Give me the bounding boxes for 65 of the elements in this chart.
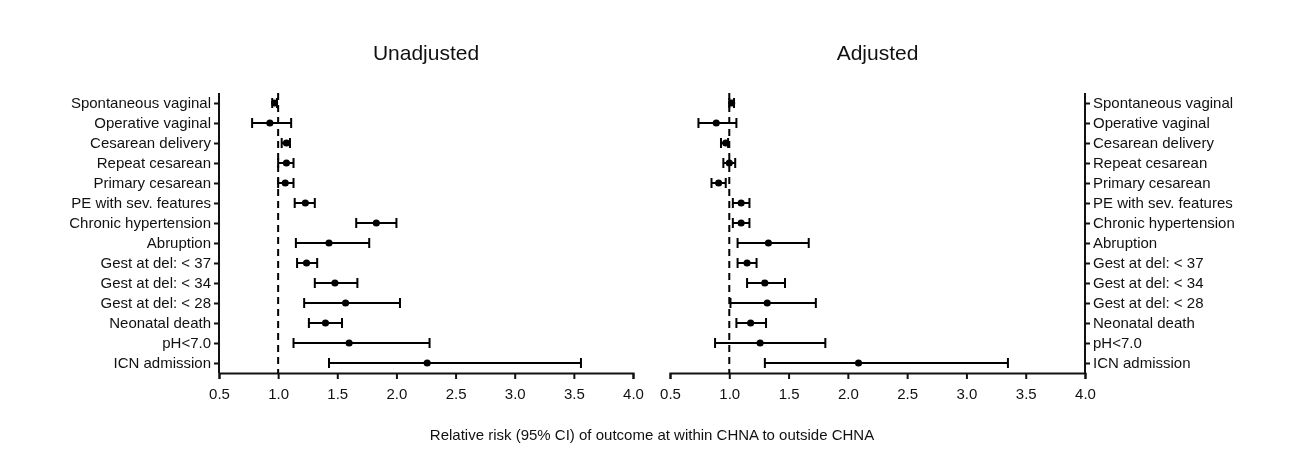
chart-title: Unadjusted	[372, 41, 480, 64]
x-tick-label: 3.5	[563, 384, 585, 402]
point	[747, 319, 755, 327]
x-tick-label: 1.5	[327, 384, 349, 402]
y-tick-label: Chronic hypertension	[69, 214, 211, 232]
y-tick-label: Gest at del: < 34	[1093, 274, 1204, 292]
point	[345, 339, 353, 347]
y-tick-label: PE with sev. features	[71, 194, 211, 212]
x-tick-label: 2.5	[897, 384, 919, 402]
x-tick-label: 1.5	[778, 384, 800, 402]
y-tick-label: pH<7.0	[1093, 334, 1142, 352]
y-tick-label: Spontaneous vaginal	[70, 94, 211, 112]
point	[423, 359, 431, 367]
y-tick-label: Spontaneous vaginal	[1093, 94, 1234, 112]
point	[761, 279, 769, 287]
point	[266, 119, 274, 127]
x-tick-label: 3.0	[956, 384, 978, 402]
y-tick-label: Operative vaginal	[94, 114, 211, 132]
y-tick-label: Neonatal death	[109, 314, 211, 332]
x-axis-title: Relative risk (95% CI) of outcome at within CHNA to outside CHNA	[429, 426, 875, 443]
point	[764, 239, 772, 247]
y-tick-label: Cesarean delivery	[1093, 134, 1215, 152]
point	[321, 319, 330, 327]
point	[743, 259, 751, 267]
point	[854, 359, 863, 367]
x-tick-label: 2.5	[445, 384, 467, 402]
y-tick-label: Abruption	[1093, 234, 1158, 252]
x-tick-label: 2.0	[386, 384, 408, 402]
y-tick-label: Gest at del: < 28	[1093, 294, 1204, 312]
x-tick-label: 1.0	[719, 384, 741, 402]
y-tick-label: Cesarean delivery	[90, 134, 212, 152]
x-tick-label: 3.5	[1015, 384, 1037, 402]
chart-title: Adjusted	[836, 41, 919, 64]
point	[302, 259, 311, 267]
y-tick-label: PE with sev. features	[1093, 194, 1233, 212]
y-tick-label: Gest at del: < 28	[100, 294, 211, 312]
point	[331, 279, 339, 287]
y-tick-label: Operative vaginal	[1093, 114, 1210, 132]
y-tick-label: Gest at del: < 34	[100, 274, 211, 292]
x-tick-label: 0.5	[660, 384, 681, 402]
y-tick-label: Gest at del: < 37	[100, 254, 211, 272]
point	[763, 299, 771, 307]
y-tick-label: Abruption	[146, 234, 211, 252]
point	[342, 299, 350, 307]
y-tick-label: Chronic hypertension	[1093, 214, 1235, 232]
x-tick-label: 2.0	[837, 384, 859, 402]
y-tick-label: Gest at del: < 37	[1093, 254, 1204, 272]
x-tick-label: 4.0	[1075, 384, 1096, 402]
y-tick-label: Neonatal death	[1093, 314, 1195, 332]
y-tick-label: Repeat cesarean	[96, 154, 211, 172]
point	[756, 339, 764, 347]
point	[712, 119, 720, 127]
y-tick-label: pH<7.0	[162, 334, 211, 352]
x-tick-label: 3.0	[504, 384, 526, 402]
point	[301, 199, 309, 207]
point	[372, 219, 380, 227]
x-tick-label: 4.0	[623, 384, 644, 402]
x-tick-label: 0.5	[209, 384, 230, 402]
y-tick-label: ICN admission	[1093, 354, 1191, 372]
y-tick-label: Primary cesarean	[93, 174, 211, 192]
y-tick-label: Repeat cesarean	[1093, 154, 1208, 172]
y-tick-label: Primary cesarean	[1093, 174, 1211, 192]
point	[325, 239, 333, 247]
x-tick-label: 1.0	[268, 384, 290, 402]
y-tick-label: ICN admission	[113, 354, 211, 372]
